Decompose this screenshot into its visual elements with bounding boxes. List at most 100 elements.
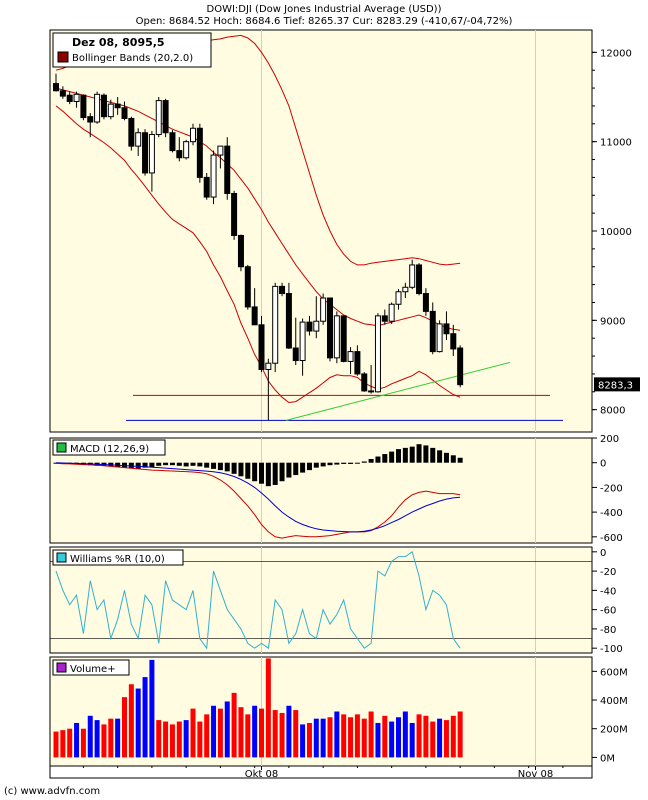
candle-body-down bbox=[59, 90, 66, 97]
macd-y-tick-label: -600 bbox=[600, 533, 623, 544]
volume-bar bbox=[430, 721, 436, 758]
volume-y-tick-label: 400M bbox=[600, 696, 628, 707]
macd-y-tick-label: 0 bbox=[600, 459, 606, 470]
volume-legend: Volume+ bbox=[52, 659, 130, 676]
candle-body-up bbox=[374, 315, 381, 393]
macd-histogram-bar bbox=[259, 462, 264, 484]
candle-body-up bbox=[388, 303, 395, 322]
candle-body-up bbox=[210, 154, 217, 198]
candle-body-down bbox=[231, 192, 238, 236]
volume-bar bbox=[142, 677, 148, 758]
candle-body-down bbox=[169, 132, 176, 152]
volume-bar bbox=[354, 714, 360, 758]
volume-bar bbox=[334, 711, 340, 758]
williams-y-tick-label: -60 bbox=[600, 606, 616, 617]
williams-legend: Williams %R (10,0) bbox=[52, 549, 184, 566]
macd-y-tick-label: 200 bbox=[600, 434, 619, 445]
volume-bar bbox=[217, 708, 223, 758]
candle-body-down bbox=[176, 150, 183, 159]
candle-body-down bbox=[450, 333, 457, 350]
macd-histogram-bar bbox=[149, 462, 155, 468]
volume-bar bbox=[265, 658, 271, 758]
williams-r-line bbox=[55, 550, 461, 650]
candle-body-down bbox=[340, 315, 347, 362]
candle-body-down bbox=[66, 94, 73, 102]
candle-body-up bbox=[94, 93, 101, 123]
x-axis-strip bbox=[49, 765, 593, 779]
price-legend: Dez 08, 8095,5 Bollinger Bands (20,2.0) bbox=[52, 32, 212, 68]
volume-bar bbox=[348, 717, 354, 758]
candle-body-up bbox=[402, 286, 409, 293]
macd-histogram-bar bbox=[224, 462, 230, 472]
macd-histogram-bar bbox=[341, 462, 347, 464]
macd-histogram-bar bbox=[53, 462, 59, 464]
macd-signal-line bbox=[55, 462, 461, 533]
candle-body-down bbox=[162, 100, 169, 134]
volume-bar bbox=[183, 720, 189, 758]
volume-bar bbox=[108, 718, 114, 758]
candle-body-up bbox=[436, 323, 443, 353]
volume-bar bbox=[231, 692, 237, 758]
macd-histogram-bar bbox=[354, 462, 360, 464]
candle-body-down bbox=[285, 293, 292, 349]
macd-histogram-bar bbox=[348, 462, 354, 464]
macd-histogram-bar bbox=[437, 450, 443, 463]
macd-histogram-bar bbox=[217, 462, 223, 471]
macd-y-tick-label: -400 bbox=[600, 508, 623, 519]
candle-body-up bbox=[190, 127, 196, 143]
macd-histogram-bar bbox=[128, 462, 134, 469]
legend-label: MACD (12,26,9) bbox=[70, 444, 149, 455]
candle-body-down bbox=[251, 306, 258, 326]
price-y-tick-label: 11000 bbox=[600, 138, 632, 149]
candle-body-up bbox=[265, 362, 272, 370]
candle-body-down bbox=[416, 264, 423, 295]
volume-bar bbox=[389, 721, 395, 758]
candle-body-down bbox=[279, 285, 286, 295]
volume-bar bbox=[443, 720, 449, 758]
candle-body-up bbox=[272, 285, 279, 364]
candle-body-down bbox=[381, 315, 388, 322]
candle-body-up bbox=[73, 93, 80, 102]
candle-body-down bbox=[244, 266, 251, 308]
volume-bar bbox=[450, 715, 456, 758]
volume-bar bbox=[197, 721, 203, 758]
macd-histogram-bar bbox=[450, 455, 456, 463]
bollinger-lower-line bbox=[55, 105, 461, 404]
chart-title: DOWI:DJI (Dow Jones Industrial Average (… bbox=[206, 4, 442, 15]
candle-body-up bbox=[313, 320, 320, 332]
macd-histogram-bar bbox=[245, 462, 251, 479]
copyright-text: (c) www.advfn.com bbox=[4, 786, 101, 797]
legend-box bbox=[52, 659, 130, 676]
volume-bar bbox=[272, 710, 278, 758]
macd-histogram-bar bbox=[361, 461, 367, 463]
candle-body-down bbox=[443, 323, 450, 335]
volume-bar bbox=[74, 722, 80, 758]
volume-bar bbox=[115, 718, 121, 758]
volume-bar bbox=[341, 714, 347, 758]
price-y-tick-label: 10000 bbox=[600, 227, 632, 238]
legend-swatch bbox=[56, 442, 67, 453]
macd-histogram-bar bbox=[231, 462, 237, 474]
trend-line-green bbox=[285, 361, 511, 421]
volume-bar bbox=[306, 722, 312, 758]
candle-body-down bbox=[196, 127, 203, 178]
volume-bar bbox=[80, 728, 86, 758]
price-legend-title: Dez 08, 8095,5 bbox=[72, 36, 165, 49]
legend-box bbox=[52, 549, 184, 566]
candle-body-down bbox=[237, 234, 244, 268]
candle-body-down bbox=[258, 324, 265, 370]
candle-body-down bbox=[87, 116, 94, 123]
candle-body-down bbox=[80, 94, 87, 119]
price-y-tick-label: 9000 bbox=[600, 316, 625, 327]
candle-body-down bbox=[100, 94, 107, 118]
macd-histogram-bar bbox=[409, 446, 415, 463]
candle-body-up bbox=[107, 103, 114, 118]
legend-swatch bbox=[56, 662, 67, 673]
macd-histogram-bar bbox=[265, 462, 271, 487]
candle-body-up bbox=[299, 321, 306, 362]
volume-bar bbox=[457, 711, 463, 758]
candle-body-up bbox=[409, 264, 416, 288]
macd-histogram-bar bbox=[402, 447, 408, 463]
williams-y-tick-label: 0 bbox=[600, 548, 606, 559]
